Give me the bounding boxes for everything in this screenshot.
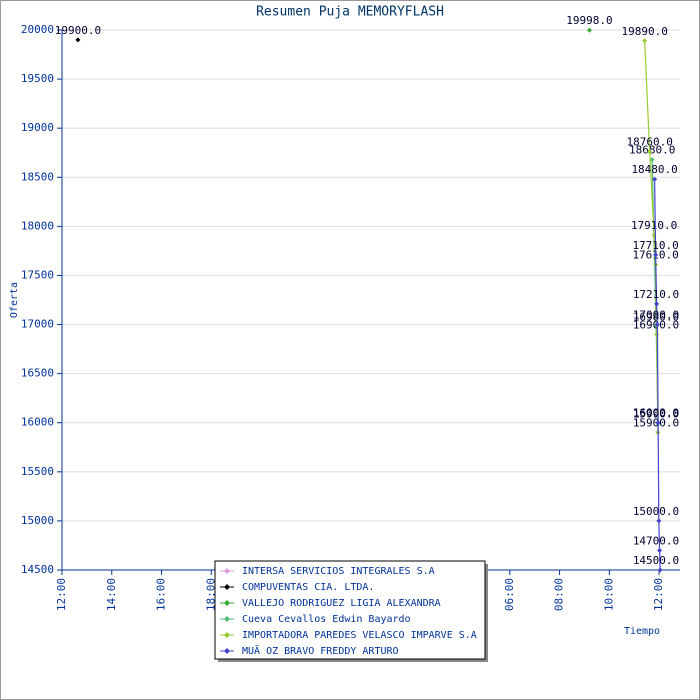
value-label: 15990.0 [633,408,679,421]
value-label: 17000.0 [633,309,679,322]
series-line [654,179,661,571]
x-tick-label: 16:00 [155,578,168,611]
x-tick-label: 12:00 [652,578,665,611]
point [652,176,658,182]
value-label: 18480.0 [631,163,677,176]
point [649,157,655,163]
value-label: 18760.0 [626,136,672,149]
legend-marker [224,568,230,574]
value-label: 18680.0 [629,144,675,157]
x-tick-label: 10:00 [602,578,615,611]
series-line [644,40,659,433]
x-tick-label: 08:00 [553,578,566,611]
legend-marker [224,616,230,622]
value-label: 17710.0 [632,239,678,252]
y-tick-label: 17500 [21,268,54,281]
legend-marker [224,600,230,606]
value-label: 15000.0 [633,505,679,518]
legend-label: VALLEJO RODRIGUEZ LIGIA ALEXANDRA [242,598,441,609]
point [647,149,653,155]
point [654,322,660,328]
legend-marker [224,648,230,654]
y-tick-label: 16500 [21,367,54,380]
y-tick-label: 14500 [21,563,54,576]
y-tick-label: 19500 [21,72,54,85]
x-tick-label: 12:00 [55,578,68,611]
value-label: 16000.0 [633,407,679,420]
legend-marker [224,584,230,590]
point [586,27,592,33]
legend-marker [224,632,230,638]
point [653,252,659,258]
value-label: 19890.0 [621,25,667,38]
value-label: 16000.0 [633,407,679,420]
chart-title: Resumen Puja MEMORYFLASH [256,5,444,20]
y-tick-label: 15000 [21,514,54,527]
value-label: 17910.0 [631,219,677,232]
y-tick-label: 19000 [21,121,54,134]
point [75,37,81,43]
x-tick-label: 14:00 [105,578,118,611]
x-tick-label: 18:00 [204,578,217,611]
value-label: 19998.0 [566,14,612,27]
value-label: 14700.0 [633,534,679,547]
legend-label: COMPUVENTAS CIA. LTDA. [242,582,374,593]
y-tick-label: 16000 [21,416,54,429]
value-label: 17210.0 [633,288,679,301]
x-tick-label: 06:00 [503,578,516,611]
point [657,547,663,553]
point [654,301,660,307]
y-tick-label: 18500 [21,170,54,183]
legend-label: Cueva Cevallos Edwin Bayardo [242,614,411,625]
point [642,38,648,44]
point [656,518,662,524]
point [655,420,661,426]
y-tick-label: 20000 [21,23,54,36]
legend [214,560,486,660]
legend-label: INTERSA SERVICIOS INTEGRALES S.A [242,566,435,577]
y-axis-label: Oferta [9,282,20,318]
value-label: 14500.0 [633,554,679,567]
y-tick-label: 17000 [21,318,54,331]
y-tick-label: 15500 [21,465,54,478]
plot-area [62,30,680,570]
y-tick-label: 18000 [21,219,54,232]
x-axis-label: Tiempo [624,626,660,637]
point [657,567,663,573]
legend-label: IMPORTADORA PAREDES VELASCO IMPARVE S.A [242,630,477,641]
value-label: 19900.0 [55,24,101,37]
legend-label: MUÃ OZ BRAVO FREDDY ARTURO [242,644,399,657]
